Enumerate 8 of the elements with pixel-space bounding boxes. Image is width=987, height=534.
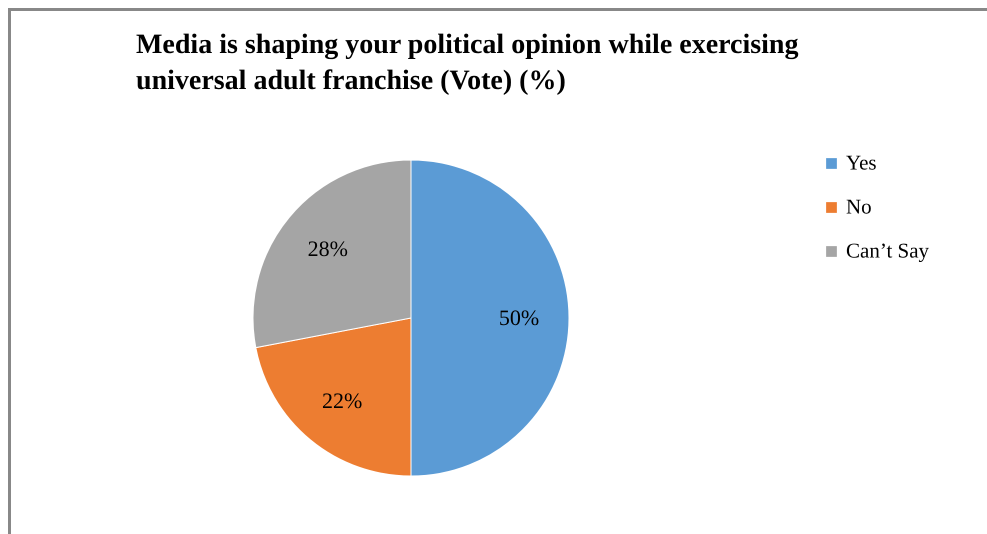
data-label: 28% [308,236,348,262]
legend-label: No [846,194,872,218]
text: universal adult franchise (Vote) (%) [136,65,566,96]
data-label: 22% [322,388,362,414]
data-label: 50% [498,305,540,330]
legend-label: Can’t Say [846,238,930,262]
text: Media is shaping your political opinion while exercising [136,29,798,60]
legend-label: Yes [846,150,877,174]
